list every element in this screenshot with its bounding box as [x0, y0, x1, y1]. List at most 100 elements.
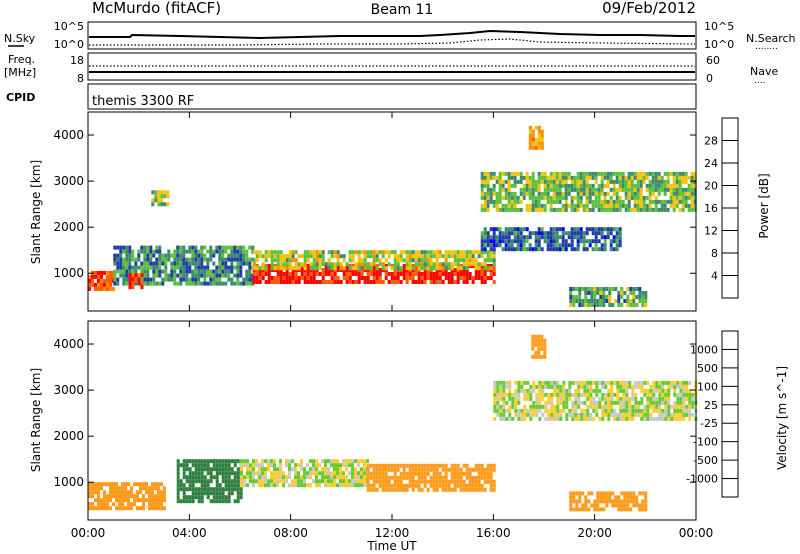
data-cell [691, 396, 695, 401]
data-cell [562, 404, 566, 409]
data-cell [321, 459, 324, 464]
data-cell [540, 175, 544, 180]
data-cell [465, 471, 469, 476]
data-cell [122, 265, 126, 270]
data-cell [486, 187, 490, 192]
data-cell [616, 380, 620, 385]
data-cell [390, 483, 394, 488]
data-cell [568, 380, 572, 385]
data-cell [384, 475, 388, 480]
data-cell [531, 203, 535, 208]
data-cell [673, 384, 677, 389]
data-cell [637, 380, 641, 385]
data-cell [480, 467, 484, 472]
data-cell [239, 495, 243, 500]
data-cell [420, 254, 424, 259]
data-cell [534, 338, 538, 343]
data-cell [667, 400, 671, 405]
data-cell [528, 137, 532, 142]
data-cell [652, 380, 656, 385]
data-cell [561, 231, 565, 236]
data-cell [342, 475, 345, 480]
data-cell [595, 400, 599, 405]
data-cell [264, 266, 268, 271]
data-cell [641, 291, 645, 295]
data-cell [501, 187, 505, 192]
data-cell [676, 392, 680, 397]
data-cell [423, 483, 427, 488]
data-cell [315, 467, 318, 472]
data-cell [411, 266, 415, 271]
data-cell [555, 183, 559, 188]
data-cell [621, 175, 625, 180]
data-cell [233, 487, 237, 492]
data-cell [387, 475, 391, 480]
data-cell [136, 482, 139, 487]
data-cell [176, 245, 180, 250]
data-cell [684, 203, 688, 208]
data-cell [336, 463, 339, 468]
data-cell [670, 412, 674, 417]
data-cell [553, 392, 557, 397]
data-cell [531, 354, 535, 359]
data-cell [218, 467, 222, 472]
data-cell [633, 183, 637, 188]
data-cell [264, 483, 267, 488]
data-cell [576, 183, 580, 188]
data-cell [121, 486, 124, 491]
data-cell [661, 400, 665, 405]
data-cell [574, 408, 578, 413]
data-cell [375, 272, 379, 276]
data-cell [441, 475, 445, 480]
data-cell [462, 258, 466, 263]
data-cell [555, 243, 559, 248]
data-cell [661, 412, 665, 417]
data-cell [200, 253, 204, 258]
data-cell [282, 258, 286, 263]
data-cell [660, 175, 664, 180]
data-cell [363, 467, 366, 472]
data-cell [227, 483, 231, 488]
data-cell [113, 277, 117, 282]
data-cell [441, 262, 445, 267]
data-cell [324, 475, 327, 480]
data-cell [670, 380, 674, 385]
data-cell [486, 183, 490, 188]
data-cell [136, 490, 139, 495]
data-cell [579, 195, 583, 200]
data-cell [624, 179, 628, 184]
data-cell [577, 404, 581, 409]
data-cell [507, 171, 511, 176]
data-cell [378, 475, 382, 480]
data-cell [179, 257, 183, 262]
data-cell [534, 125, 538, 130]
data-cell [492, 463, 496, 468]
data-cell [215, 467, 219, 472]
data-cell [645, 207, 649, 212]
data-cell [321, 250, 325, 255]
data-cell [618, 183, 622, 188]
data-cell [638, 295, 642, 299]
data-cell [493, 416, 497, 421]
data-cell [157, 482, 160, 487]
data-cell [456, 280, 460, 284]
cpid-label: CPID [6, 91, 35, 104]
data-cell [581, 491, 585, 496]
data-cell [233, 483, 237, 488]
data-cell [669, 199, 673, 204]
data-cell [667, 412, 671, 417]
data-cell [504, 227, 508, 232]
data-cell [279, 280, 283, 284]
data-cell [191, 249, 195, 254]
data-cell [414, 258, 418, 263]
data-cell [182, 261, 186, 266]
data-cell [252, 280, 256, 284]
data-cell [252, 258, 256, 263]
data-cell [639, 203, 643, 208]
data-cell [456, 250, 460, 255]
data-cell [605, 503, 609, 508]
data-cell [531, 191, 535, 196]
data-cell [531, 334, 535, 339]
data-cell [124, 506, 127, 511]
data-cell [149, 261, 153, 266]
